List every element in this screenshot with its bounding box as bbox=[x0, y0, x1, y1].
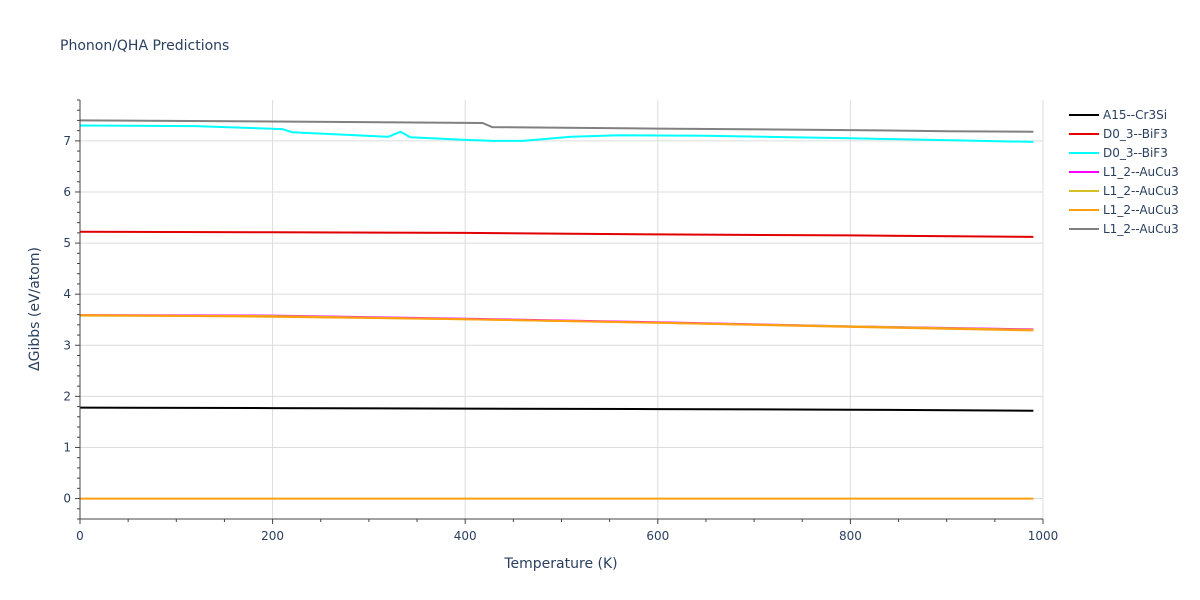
y-tick-label: 5 bbox=[63, 236, 71, 250]
series-line-2 bbox=[79, 124, 1034, 143]
y-tick-label: 1 bbox=[63, 440, 71, 454]
x-tick-label: 600 bbox=[646, 529, 669, 543]
x-axis-title: Temperature (K) bbox=[503, 556, 617, 572]
legend-label: D0_3--BiF3 bbox=[1103, 146, 1168, 160]
legend-label: L1_2--AuCu3 bbox=[1103, 165, 1179, 179]
y-tick-label: 2 bbox=[63, 389, 71, 403]
y-tick-label: 6 bbox=[63, 185, 71, 199]
legend-label: L1_2--AuCu3 bbox=[1103, 203, 1179, 217]
legend-item[interactable]: D0_3--BiF3 bbox=[1069, 127, 1168, 141]
legend-label: L1_2--AuCu3 bbox=[1103, 222, 1179, 236]
legend-item[interactable]: L1_2--AuCu3 bbox=[1069, 222, 1179, 236]
grid bbox=[80, 100, 1044, 519]
x-tick-label: 400 bbox=[454, 529, 477, 543]
y-tick-label: 0 bbox=[63, 492, 71, 506]
series-line-5 bbox=[79, 314, 1034, 332]
y-tick-label: 3 bbox=[63, 338, 71, 352]
x-tick-label: 200 bbox=[261, 529, 284, 543]
legend-item[interactable]: D0_3--BiF3 bbox=[1069, 146, 1168, 160]
legend-item[interactable]: A15--Cr3Si bbox=[1069, 108, 1167, 122]
y-tick-label: 4 bbox=[63, 287, 71, 301]
y-axis-title: ΔGibbs (eV/atom) bbox=[27, 247, 43, 371]
legend-item[interactable]: L1_2--AuCu3 bbox=[1069, 165, 1179, 179]
legend-item[interactable]: L1_2--AuCu3 bbox=[1069, 203, 1179, 217]
legend: A15--Cr3Si D0_3--BiF3 D0_3--BiF3 L1_2--AuCu… bbox=[1069, 108, 1179, 236]
x-tick-label: 1000 bbox=[1028, 529, 1059, 543]
series-line-6 bbox=[79, 119, 1034, 133]
series-line-1 bbox=[79, 230, 1034, 238]
axes bbox=[79, 100, 1043, 520]
ticks: 0 200 400 600 800 1000 0 1 2 3 4 5 6 7 bbox=[63, 99, 1059, 543]
legend-label: D0_3--BiF3 bbox=[1103, 127, 1168, 141]
legend-item[interactable]: L1_2--AuCu3 bbox=[1069, 184, 1179, 198]
x-tick-label: 0 bbox=[76, 529, 84, 543]
chart-title: Phonon/QHA Predictions bbox=[60, 38, 229, 54]
legend-label: L1_2--AuCu3 bbox=[1103, 184, 1179, 198]
y-tick-label: 7 bbox=[63, 134, 71, 148]
series-layer bbox=[79, 119, 1034, 500]
x-tick-label: 800 bbox=[839, 529, 862, 543]
series-line-0 bbox=[79, 406, 1034, 412]
legend-label: A15--Cr3Si bbox=[1103, 108, 1167, 122]
